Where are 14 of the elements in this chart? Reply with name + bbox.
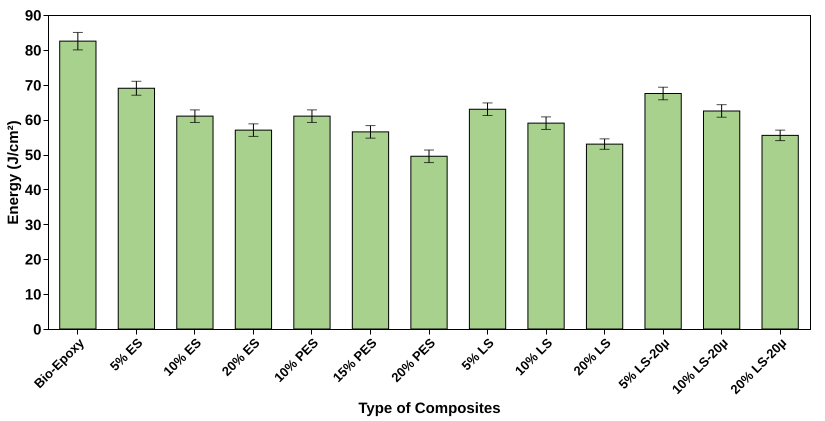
x-axis-title: Type of Composites <box>358 400 501 417</box>
x-tick-label: 5% LS <box>458 334 497 374</box>
y-tick-label: 20 <box>24 252 42 269</box>
y-tick-label: 50 <box>24 147 42 164</box>
y-tick-label: 40 <box>24 182 42 199</box>
y-tick-label: 60 <box>24 112 42 130</box>
y-tick-label: 0 <box>33 322 42 338</box>
y-tick-label: 10 <box>24 286 42 304</box>
y-axis-title: Energy (J/cm²) <box>4 120 22 225</box>
x-tick-label: 5% ES <box>106 334 146 374</box>
y-tick-label: 90 <box>24 8 42 24</box>
y-tick-label: 70 <box>24 77 42 94</box>
y-tick-label: 80 <box>24 42 42 60</box>
y-tick-label: 30 <box>24 216 42 234</box>
